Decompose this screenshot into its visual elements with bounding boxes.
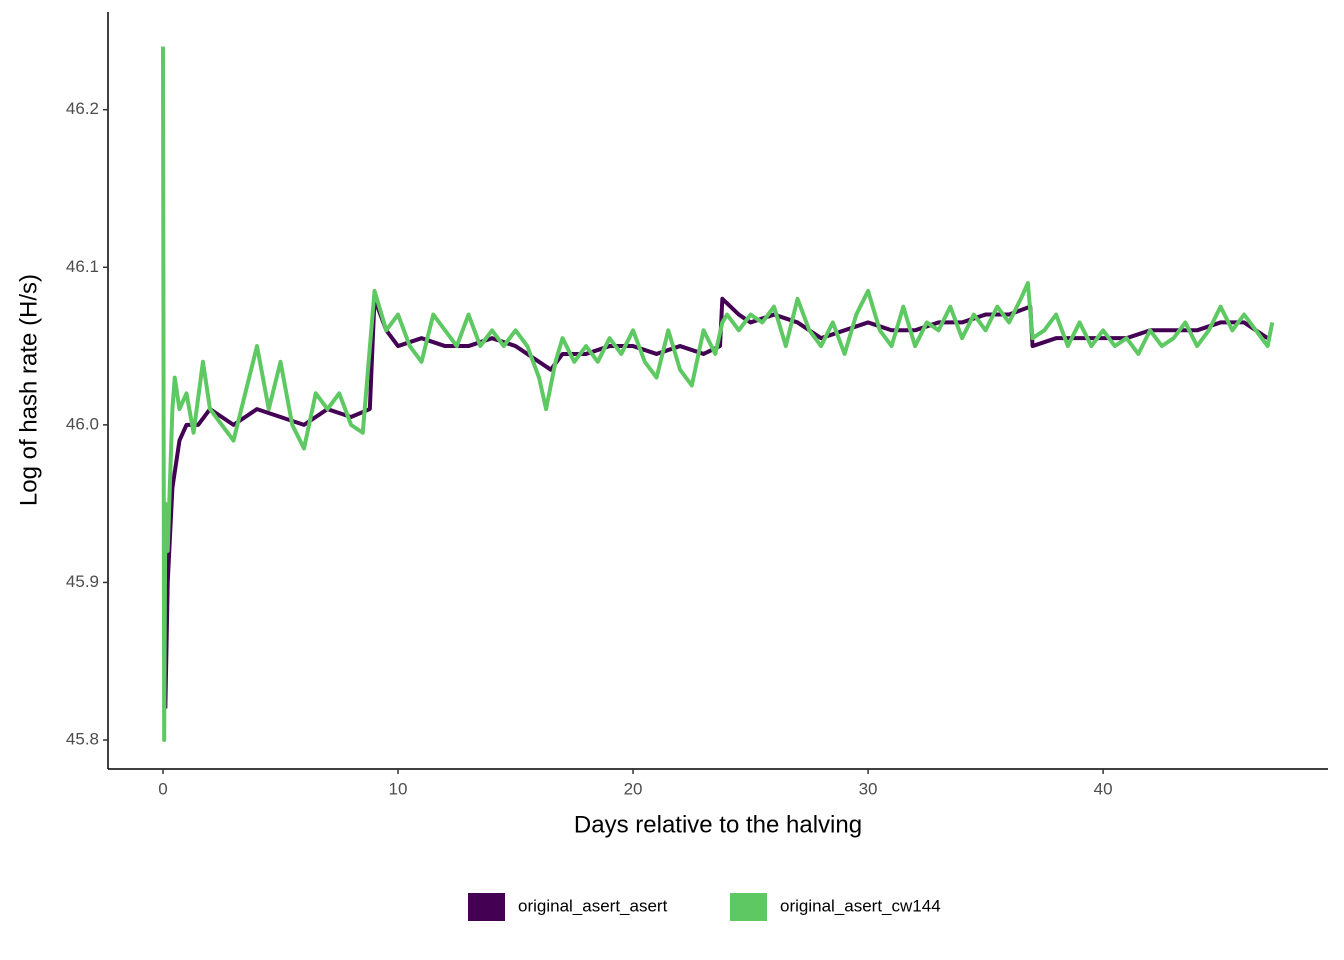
x-tick-label: 20: [624, 779, 643, 798]
y-tick-label: 46.2: [66, 99, 99, 118]
legend-label: original_asert_asert: [518, 896, 668, 915]
series-line: [161, 46, 1275, 743]
x-tick-label: 30: [859, 779, 878, 798]
y-tick-label: 46.0: [66, 414, 99, 433]
legend-swatch: [468, 893, 505, 921]
series-line: [163, 296, 1269, 709]
x-tick-label: 40: [1094, 779, 1113, 798]
x-tick-label: 0: [158, 779, 167, 798]
y-axis-title: Log of hash rate (H/s): [15, 274, 42, 506]
y-tick-label: 45.9: [66, 572, 99, 591]
x-tick-label: 10: [389, 779, 408, 798]
legend-label: original_asert_cw144: [780, 896, 941, 915]
y-tick-label: 46.1: [66, 257, 99, 276]
legend-swatch: [730, 893, 767, 921]
x-axis-title: Days relative to the halving: [574, 811, 862, 838]
y-tick-label: 45.8: [66, 729, 99, 748]
